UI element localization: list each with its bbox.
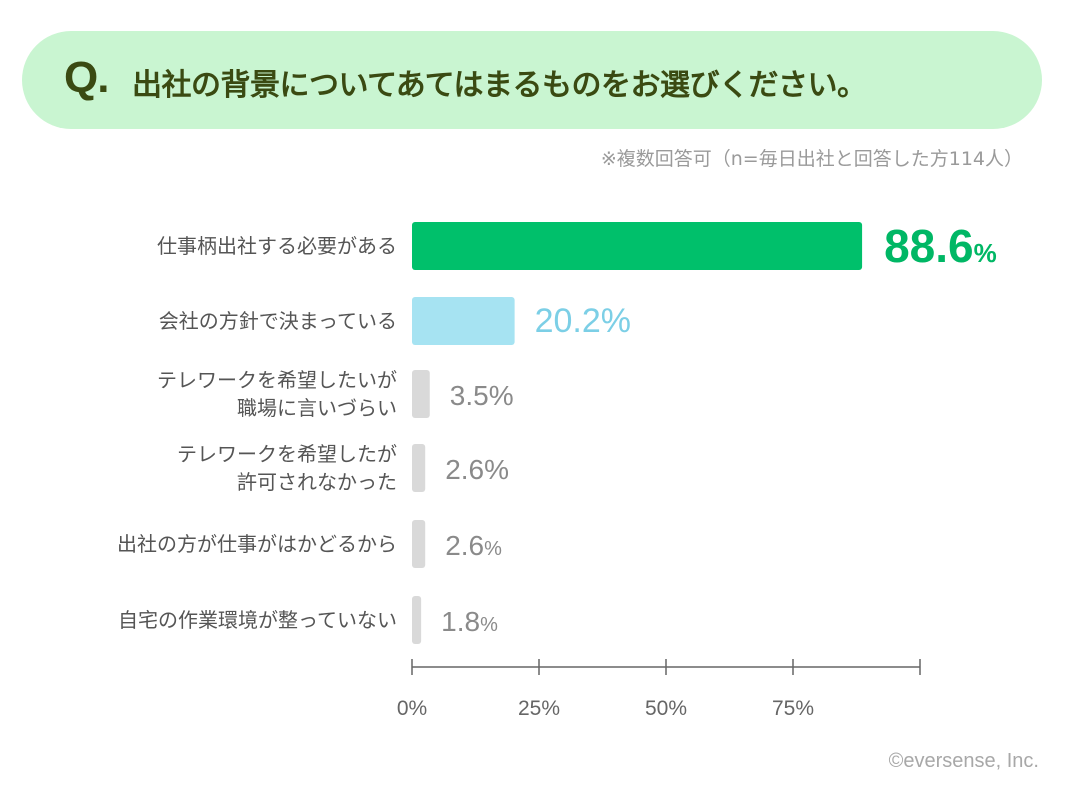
- category-label-line: 自宅の作業環境が整っていない: [118, 608, 397, 632]
- bar-5: [412, 596, 422, 644]
- x-tick-label-1: 25%: [518, 697, 560, 720]
- value-label-2: 3.5%: [450, 380, 514, 411]
- category-label-line: 職場に言いづらい: [237, 396, 397, 420]
- question-title: 出社の背景についてあてはまるものをお選びください。: [132, 68, 867, 103]
- copyright-text: ©eversense, Inc.: [888, 750, 1039, 772]
- question-prefix: Q.: [64, 53, 109, 102]
- bar-4: [412, 520, 426, 568]
- value-label-0: 88.6%: [884, 220, 997, 272]
- bar-1: [412, 297, 515, 345]
- x-tick-label-2: 50%: [645, 697, 687, 720]
- question-banner: Q. 出社の背景についてあてはまるものをお選びください。: [22, 31, 1042, 129]
- x-tick-label-0: 0%: [397, 697, 427, 720]
- x-tick-label-3: 75%: [772, 697, 814, 720]
- value-label-4: 2.6%: [445, 530, 502, 561]
- category-label-2: テレワークを希望したいが職場に言いづらい: [37, 366, 397, 422]
- bar-3: [412, 444, 426, 492]
- category-label-line: 仕事柄出社する必要がある: [157, 234, 397, 258]
- category-label-line: 許可されなかった: [237, 470, 397, 494]
- category-label-3: テレワークを希望したが許可されなかった: [37, 440, 397, 496]
- category-label-line: テレワークを希望したいが: [157, 368, 397, 392]
- value-label-3: 2.6%: [445, 454, 509, 485]
- value-label-1: 20.2%: [535, 302, 631, 340]
- category-label-5: 自宅の作業環境が整っていない: [37, 606, 397, 634]
- category-label-4: 出社の方が仕事がはかどるから: [37, 530, 397, 558]
- category-label-line: 会社の方針で決まっている: [158, 309, 397, 333]
- value-label-5: 1.8%: [441, 606, 498, 637]
- bar-0: [412, 222, 863, 270]
- category-label-0: 仕事柄出社する必要がある: [37, 232, 397, 260]
- sample-footnote: ※複数回答可（n=毎日出社と回答した方114人）: [600, 148, 1023, 170]
- category-label-line: テレワークを希望したが: [177, 442, 397, 466]
- category-label-line: 出社の方が仕事がはかどるから: [117, 532, 397, 556]
- category-label-1: 会社の方針で決まっている: [37, 307, 397, 335]
- bar-2: [412, 370, 430, 418]
